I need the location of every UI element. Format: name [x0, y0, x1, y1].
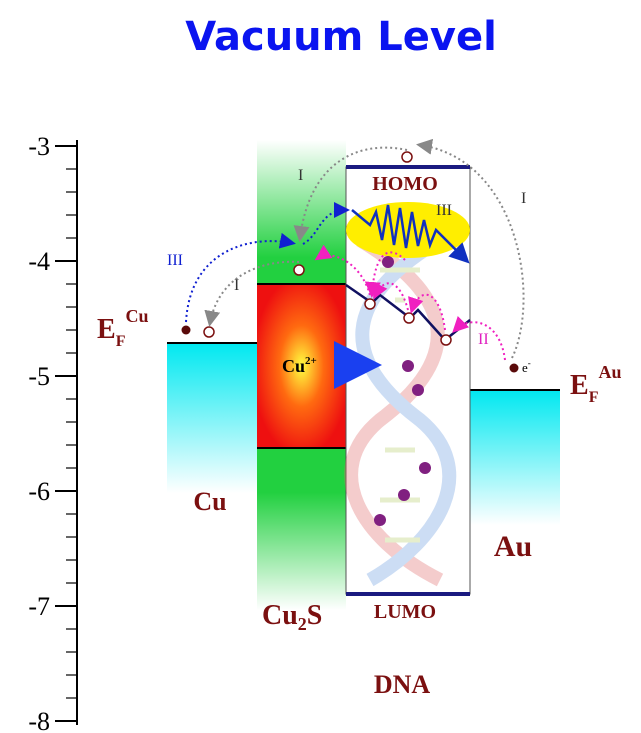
energy-axis: -3 -4 -5 -6 -7 -8	[28, 132, 77, 733]
text: Cu	[262, 600, 298, 631]
fermi-cu-label: EF Cu	[97, 306, 148, 350]
path-label: II	[478, 331, 489, 348]
subscript: 2	[298, 614, 307, 634]
au-band	[470, 390, 560, 525]
superscript: Au	[598, 362, 621, 382]
electron	[182, 326, 191, 335]
path-label: I	[234, 277, 239, 294]
superscript: -	[528, 358, 531, 368]
fermi-au-label: EF Au	[570, 362, 621, 406]
cu2s-label: Cu2S	[262, 600, 322, 634]
electron-label: e-	[522, 358, 531, 375]
path-label: I	[298, 167, 303, 184]
text: E	[570, 370, 589, 401]
tick-label: -3	[28, 132, 50, 161]
au-label: Au	[494, 530, 532, 563]
tick-label: -5	[28, 362, 50, 391]
electron	[510, 364, 519, 373]
title: Vacuum Level	[185, 14, 497, 60]
homo-label: HOMO	[372, 173, 438, 195]
tick-label: -6	[28, 477, 50, 506]
cu-band	[167, 343, 257, 493]
path-label: I	[521, 190, 526, 207]
lumo-label: LUMO	[374, 601, 436, 623]
superscript: Cu	[125, 306, 148, 326]
superscript: 2+	[305, 355, 317, 367]
subscript: F	[116, 333, 126, 350]
dna-label: DNA	[374, 670, 431, 699]
cu-label: Cu	[193, 487, 226, 516]
tick-label: -4	[28, 247, 50, 276]
text: S	[307, 600, 323, 631]
energy-diagram: Vacuum Level -3 -4 -5 -6 -7 -8	[0, 0, 641, 733]
text: Cu	[282, 356, 305, 376]
tick-label: -8	[28, 707, 50, 733]
tick-label: -7	[28, 592, 50, 621]
subscript: F	[589, 389, 599, 406]
path-label: III	[436, 202, 452, 219]
path-label: III	[167, 252, 183, 269]
text: E	[97, 314, 116, 345]
